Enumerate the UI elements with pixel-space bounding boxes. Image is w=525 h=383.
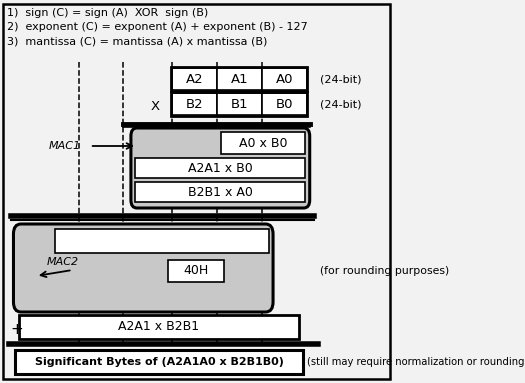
Bar bbox=[169, 260, 224, 282]
Bar bbox=[135, 158, 305, 178]
Bar bbox=[262, 93, 307, 115]
Text: B0: B0 bbox=[276, 98, 293, 111]
Text: (for rounding purposes): (for rounding purposes) bbox=[320, 266, 449, 276]
Text: (24-bit): (24-bit) bbox=[320, 74, 362, 84]
Text: MAC2: MAC2 bbox=[47, 257, 79, 267]
FancyBboxPatch shape bbox=[131, 128, 310, 208]
Bar bbox=[135, 182, 305, 202]
Bar bbox=[19, 315, 299, 339]
Bar bbox=[217, 68, 262, 90]
Text: +: + bbox=[10, 321, 23, 337]
Bar bbox=[172, 93, 217, 115]
Text: A2A1 x B0: A2A1 x B0 bbox=[188, 162, 253, 175]
Text: 1)  sign (C) = sign (A)  XOR  sign (B): 1) sign (C) = sign (A) XOR sign (B) bbox=[7, 8, 209, 18]
Text: (still may require normalization or rounding): (still may require normalization or roun… bbox=[307, 357, 525, 367]
Bar bbox=[217, 93, 262, 115]
Text: (24-bit): (24-bit) bbox=[320, 99, 362, 109]
Text: A0: A0 bbox=[276, 72, 293, 85]
Text: B1: B1 bbox=[230, 98, 248, 111]
Text: Significant Bytes of (A2A1A0 x B2B1B0): Significant Bytes of (A2A1A0 x B2B1B0) bbox=[35, 357, 284, 367]
Bar bbox=[220, 132, 305, 154]
Bar bbox=[15, 350, 303, 374]
Text: MAC1: MAC1 bbox=[49, 141, 81, 151]
Text: A2: A2 bbox=[186, 72, 203, 85]
Bar bbox=[172, 68, 217, 90]
Text: A0 x B0: A0 x B0 bbox=[239, 136, 287, 149]
Text: X: X bbox=[151, 100, 160, 113]
Text: 3)  mantissa (C) = mantissa (A) x mantissa (B): 3) mantissa (C) = mantissa (A) x mantiss… bbox=[7, 36, 268, 46]
FancyBboxPatch shape bbox=[14, 224, 273, 312]
Bar bbox=[262, 68, 307, 90]
Text: B2B1 x A0: B2B1 x A0 bbox=[188, 185, 253, 198]
Text: 2)  exponent (C) = exponent (A) + exponent (B) - 127: 2) exponent (C) = exponent (A) + exponen… bbox=[7, 22, 308, 32]
Bar bbox=[171, 67, 308, 91]
Text: A1: A1 bbox=[230, 72, 248, 85]
Bar bbox=[171, 92, 308, 116]
Text: B2: B2 bbox=[186, 98, 203, 111]
Text: 40H: 40H bbox=[184, 265, 209, 278]
Text: A2A1 x B2B1: A2A1 x B2B1 bbox=[119, 321, 200, 334]
Bar bbox=[55, 229, 269, 253]
